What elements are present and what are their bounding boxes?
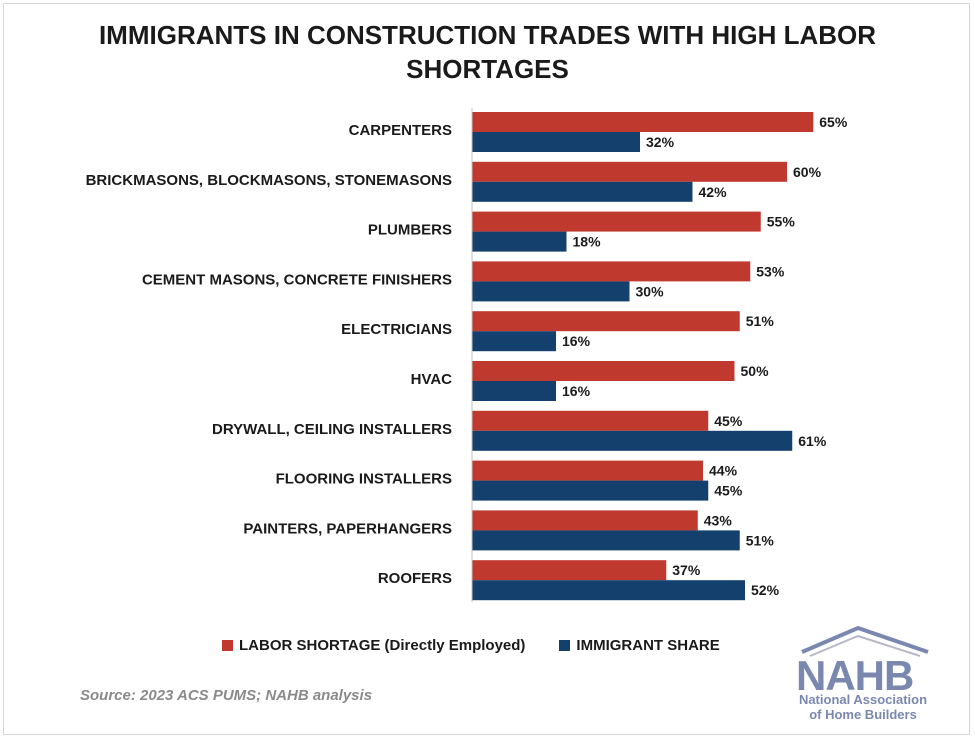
legend-label-labor-shortage: LABOR SHORTAGE (Directly Employed) — [239, 637, 526, 654]
bar-immigrant-share — [472, 480, 709, 501]
bar-labor-shortage — [472, 261, 751, 282]
category-label: PAINTERS, PAPERHANGERS — [243, 520, 452, 537]
bar-immigrant-share — [472, 281, 630, 302]
data-label: 37% — [672, 562, 701, 578]
category-label: DRYWALL, CEILING INSTALLERS — [212, 421, 452, 438]
bar-immigrant-share — [472, 381, 556, 401]
data-label: 51% — [746, 313, 775, 329]
data-label: 45% — [714, 413, 743, 429]
data-label: 53% — [756, 263, 785, 279]
data-label: 60% — [793, 164, 822, 180]
bar-immigrant-share — [472, 181, 693, 202]
data-label: 65% — [819, 114, 848, 130]
chart-title: IMMIGRANTS IN CONSTRUCTION TRADES WITH H… — [0, 18, 975, 86]
nahb-logo: NAHB National Association of Home Builde… — [788, 622, 938, 722]
data-label: 18% — [573, 234, 602, 250]
legend-swatch-labor-shortage — [222, 640, 233, 651]
data-label: 61% — [798, 433, 827, 449]
legend-label-immigrant-share: IMMIGRANT SHARE — [576, 637, 720, 654]
category-label: ELECTRICIANS — [341, 321, 452, 338]
chart-title-line-2: SHORTAGES — [406, 54, 569, 84]
source-note: Source: 2023 ACS PUMS; NAHB analysis — [80, 687, 373, 704]
chart-title-line-1: IMMIGRANTS IN CONSTRUCTION TRADES WITH H… — [98, 20, 877, 50]
bar-labor-shortage — [472, 510, 698, 531]
data-label: 16% — [562, 333, 591, 349]
data-label: 42% — [699, 184, 728, 200]
bar-immigrant-share — [472, 430, 793, 451]
category-label: HVAC — [411, 371, 453, 388]
data-label: 30% — [636, 283, 665, 299]
bar-labor-shortage — [472, 410, 709, 431]
category-label: ROOFERS — [378, 570, 452, 587]
house-roof-icon — [801, 625, 929, 657]
category-label: FLOORING INSTALLERS — [276, 471, 452, 488]
data-label: 16% — [562, 383, 591, 399]
legend-swatch-immigrant-share — [559, 640, 571, 651]
legend-item-labor-shortage: LABOR SHORTAGE (Directly Employed) — [222, 637, 525, 654]
logo-line-1: National Association — [798, 692, 928, 707]
bar-labor-shortage — [472, 560, 667, 581]
bar-immigrant-share — [472, 580, 745, 601]
data-label: 32% — [646, 134, 675, 150]
category-label: PLUMBERS — [368, 222, 452, 239]
bar-labor-shortage — [472, 112, 814, 132]
category-label: CEMENT MASONS, CONCRETE FINISHERS — [142, 271, 452, 288]
bar-labor-shortage — [472, 361, 735, 381]
data-label: 50% — [741, 363, 770, 379]
legend: LABOR SHORTAGE (Directly Employed) IMMIG… — [222, 637, 754, 654]
logo-brand: NAHB — [796, 652, 914, 699]
bar-immigrant-share — [472, 132, 640, 152]
bar-immigrant-share — [472, 231, 567, 252]
bar-immigrant-share — [472, 331, 556, 352]
data-label: 51% — [746, 532, 775, 548]
bar-labor-shortage — [472, 311, 740, 332]
category-label: BRICKMASONS, BLOCKMASONS, STONEMASONS — [86, 172, 452, 189]
bar-immigrant-share — [472, 530, 740, 551]
data-label: 52% — [751, 582, 780, 598]
bar-labor-shortage — [472, 460, 703, 481]
data-label: 45% — [714, 483, 743, 499]
logo-line-2: of Home Builders — [809, 707, 917, 722]
data-label: 44% — [709, 463, 738, 479]
bar-labor-shortage — [472, 161, 787, 182]
data-label: 43% — [704, 512, 733, 528]
bar-labor-shortage — [472, 211, 761, 232]
category-label: CARPENTERS — [349, 122, 452, 139]
legend-item-immigrant-share: IMMIGRANT SHARE — [559, 637, 720, 654]
data-label: 55% — [767, 214, 796, 230]
